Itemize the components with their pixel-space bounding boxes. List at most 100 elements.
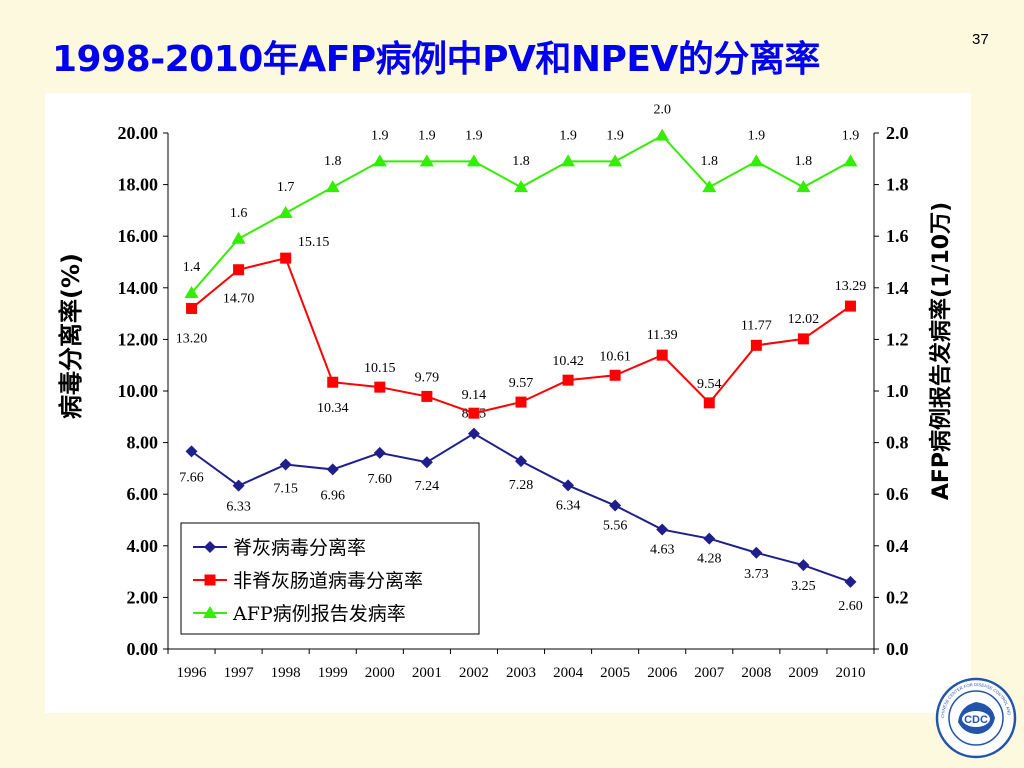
right-tick-label: 0.4: [886, 536, 909, 556]
data-label-npev: 11.39: [647, 328, 678, 343]
marker-pv: [279, 458, 292, 471]
data-label-npev: 10.34: [317, 401, 349, 416]
x-tick-label: 2008: [741, 665, 771, 681]
data-label-afp: 1.9: [606, 128, 624, 143]
data-label-afp: 1.8: [701, 154, 719, 169]
cdc-logo: CDC CHINESE CENTER FOR DISEASE CONTROL A…: [934, 676, 1017, 759]
marker-npev: [797, 333, 809, 345]
marker-npev: [562, 374, 574, 386]
data-label-pv: 6.34: [556, 498, 581, 513]
marker-afp: [655, 128, 670, 141]
data-label-afp: 1.6: [230, 206, 248, 221]
marker-pv: [326, 463, 339, 476]
data-label-afp: 1.9: [842, 128, 860, 143]
data-label-afp: 1.7: [277, 180, 295, 195]
marker-afp: [608, 154, 623, 167]
x-tick-label: 2006: [647, 665, 678, 681]
right-tick-label: 1.8: [886, 175, 909, 195]
data-label-npev: 9.54: [697, 377, 722, 392]
marker-pv: [750, 546, 763, 559]
left-tick-label: 0.00: [127, 639, 159, 659]
left-tick-label: 10.00: [118, 381, 159, 401]
marker-npev: [280, 252, 292, 264]
marker-pv: [844, 575, 857, 588]
marker-pv: [797, 559, 810, 572]
legend-box: [180, 522, 480, 635]
legend-label-afp: AFP病例报告发病率: [232, 603, 406, 625]
marker-npev: [844, 300, 856, 312]
left-axis-title: 病毒分离率(%): [57, 253, 85, 419]
right-tick-label: 0.0: [886, 639, 909, 659]
marker-pv: [185, 445, 198, 458]
x-tick-label: 2007: [694, 665, 725, 681]
legend-marker-npev: [204, 574, 216, 586]
x-tick-label: 1996: [177, 665, 208, 681]
data-label-afp: 1.8: [512, 154, 530, 169]
data-label-afp: 1.9: [748, 128, 766, 143]
x-tick-label: 2003: [506, 665, 536, 681]
marker-pv: [373, 446, 386, 459]
data-label-npev: 9.14: [462, 388, 487, 403]
marker-npev: [703, 397, 715, 409]
marker-npev: [421, 390, 433, 402]
x-tick-label: 2001: [412, 665, 442, 681]
data-label-npev: 13.20: [176, 331, 208, 346]
right-tick-label: 1.4: [886, 278, 909, 298]
data-label-pv: 4.63: [650, 543, 675, 558]
data-label-npev: 14.70: [223, 292, 255, 307]
data-label-pv: 7.15: [273, 482, 298, 497]
right-tick-label: 1.0: [886, 381, 909, 401]
marker-npev: [515, 396, 527, 408]
marker-pv: [232, 479, 245, 492]
left-tick-label: 8.00: [127, 433, 159, 453]
marker-pv: [515, 455, 527, 468]
marker-afp: [278, 205, 293, 218]
marker-afp: [466, 154, 481, 167]
data-label-afp: 2.0: [653, 103, 671, 118]
marker-npev: [327, 376, 339, 388]
data-label-pv: 7.24: [415, 479, 440, 494]
marker-npev: [374, 381, 386, 393]
data-label-npev: 15.15: [298, 235, 330, 250]
left-tick-label: 16.00: [118, 226, 159, 246]
left-tick-label: 12.00: [118, 329, 159, 349]
data-label-npev: 9.57: [509, 376, 534, 391]
left-tick-label: 2.00: [127, 587, 159, 607]
data-label-pv: 5.56: [603, 519, 628, 534]
data-label-pv: 2.60: [838, 599, 863, 614]
data-label-afp: 1.9: [418, 128, 436, 143]
marker-pv: [703, 532, 716, 545]
marker-npev: [233, 264, 245, 276]
data-label-pv: 3.25: [791, 579, 816, 594]
x-tick-label: 1999: [318, 665, 348, 681]
data-label-npev: 10.42: [552, 354, 584, 369]
marker-npev: [186, 302, 198, 314]
legend-label-pv: 脊灰病毒分离率: [233, 537, 366, 559]
data-label-afp: 1.9: [371, 128, 389, 143]
x-tick-label: 2000: [365, 665, 395, 681]
data-label-afp: 1.9: [465, 128, 483, 143]
marker-afp: [561, 154, 576, 167]
marker-afp: [325, 180, 340, 193]
data-label-pv: 6.96: [320, 488, 345, 503]
marker-afp: [843, 154, 858, 167]
marker-pv: [562, 479, 575, 492]
legend-marker-pv: [204, 541, 216, 553]
data-label-afp: 1.9: [559, 128, 577, 143]
data-label-pv: 3.73: [744, 567, 769, 582]
data-label-npev: 9.79: [415, 370, 440, 385]
data-label-npev: 13.29: [835, 279, 867, 294]
data-label-npev: 10.15: [364, 361, 396, 376]
right-tick-label: 1.6: [886, 226, 909, 246]
right-tick-label: 0.6: [886, 484, 909, 504]
data-label-npev: 11.77: [741, 318, 772, 333]
marker-pv: [467, 427, 480, 440]
right-axis-title: AFP病例报告发病率(1/10万): [928, 202, 954, 500]
marker-pv: [656, 523, 669, 536]
data-label-npev: 10.61: [599, 349, 631, 364]
left-tick-label: 20.00: [118, 123, 159, 143]
marker-pv: [609, 499, 622, 512]
right-tick-label: 2.0: [886, 123, 909, 143]
marker-afp: [514, 180, 528, 193]
data-label-afp: 1.4: [183, 260, 201, 275]
